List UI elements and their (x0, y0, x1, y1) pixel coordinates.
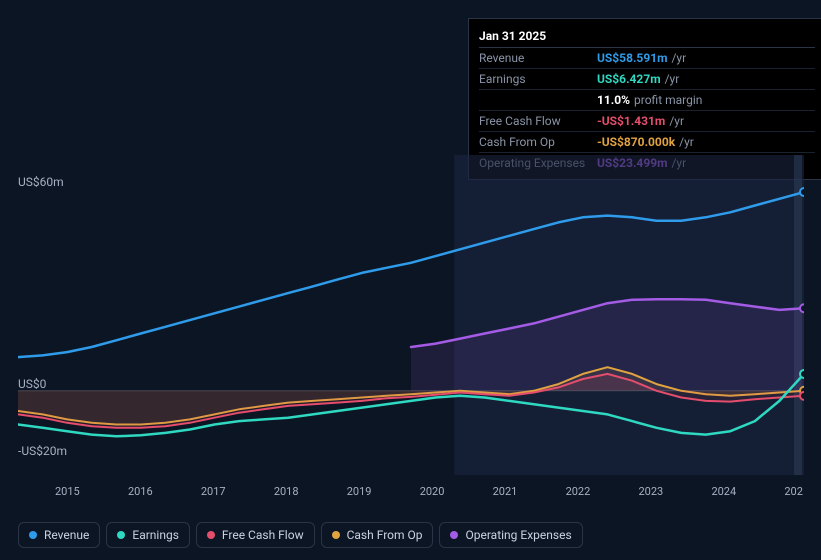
tooltip-row-unit: /yr (671, 51, 686, 65)
legend-item-revenue[interactable]: Revenue (18, 522, 100, 548)
end-marker-revenue (800, 188, 804, 196)
chart-svg (18, 155, 804, 475)
tooltip-row: Free Cash Flow-US$1.431m/yr (479, 111, 815, 132)
tooltip-row: EarningsUS$6.427m/yr (479, 69, 815, 90)
tooltip-row: RevenueUS$58.591m/yr (479, 48, 815, 69)
x-axis-label: 2016 (128, 485, 153, 498)
legend-item-label: Earnings (132, 528, 179, 542)
tooltip-row-value: US$6.427m (597, 72, 661, 86)
x-axis-labels: 2015 2016 2017 2018 2019 2020 2021 2022 2023 2024… (55, 485, 803, 498)
x-axis-label: 2018 (274, 485, 299, 498)
tooltip-row-unit: /yr (679, 135, 694, 149)
tooltip-row: Cash From Op-US$870.000k/yr (479, 132, 815, 153)
x-axis-label: 2021 (493, 485, 518, 498)
x-axis-label: 2019 (347, 485, 372, 498)
tooltip-date: Jan 31 2025 (479, 25, 815, 48)
tooltip-row-unit: /yr (665, 72, 680, 86)
tooltip-row-unit: /yr (669, 114, 684, 128)
x-axis-label: 2015 (55, 485, 80, 498)
tooltip-row-label: Free Cash Flow (479, 114, 597, 128)
chart-panel: Jan 31 2025 RevenueUS$58.591m/yrEarnings… (0, 0, 821, 560)
legend-item-label: Operating Expenses (465, 528, 571, 542)
tooltip-row-label: Cash From Op (479, 135, 597, 149)
legend-item-label: Free Cash Flow (222, 528, 304, 542)
legend-dot-icon (117, 531, 125, 539)
tooltip-row-label: Earnings (479, 72, 597, 86)
x-axis-label: 2023 (639, 485, 664, 498)
x-axis-label: 2024 (711, 485, 736, 498)
tooltip-row-unit: profit margin (634, 93, 702, 107)
legend-item-earnings[interactable]: Earnings (106, 522, 190, 548)
x-axis-label: 202 (784, 485, 803, 498)
x-axis-label: 2020 (420, 485, 445, 498)
end-marker-earnings (800, 370, 804, 378)
tooltip-row-value: -US$1.431m (597, 114, 665, 128)
end-marker-fcf (800, 392, 804, 400)
legend: Revenue Earnings Free Cash Flow Cash From O… (18, 522, 583, 548)
legend-item-label: Revenue (44, 528, 89, 542)
legend-dot-icon (332, 531, 340, 539)
x-axis-label: 2022 (566, 485, 591, 498)
legend-item-fcf[interactable]: Free Cash Flow (196, 522, 315, 548)
tooltip-row-value: US$58.591m (597, 51, 667, 65)
tooltip-row: 11.0% profit margin (479, 90, 815, 111)
x-axis-label: 2017 (201, 485, 226, 498)
legend-dot-icon (450, 531, 458, 539)
tooltip-row-value: -US$870.000k (597, 135, 675, 149)
line-chart[interactable] (18, 155, 804, 475)
legend-item-opex[interactable]: Operating Expenses (439, 522, 582, 548)
tooltip-row-label: Revenue (479, 51, 597, 65)
tooltip-row-value: 11.0% (597, 93, 630, 107)
legend-dot-icon (29, 531, 37, 539)
end-marker-opex (800, 304, 804, 312)
legend-item-label: Cash From Op (347, 528, 423, 542)
legend-dot-icon (207, 531, 215, 539)
legend-item-cashop[interactable]: Cash From Op (321, 522, 434, 548)
